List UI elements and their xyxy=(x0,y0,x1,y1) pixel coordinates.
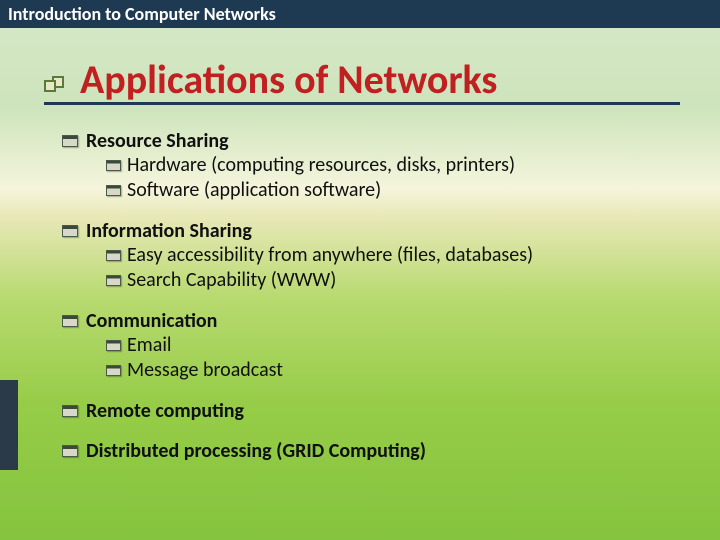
window-bullet-icon xyxy=(62,225,78,237)
topic-block: Communication Email Message broadcast xyxy=(62,309,670,383)
topic-title: Information Sharing xyxy=(86,219,252,243)
sub-text: Email xyxy=(127,333,172,358)
window-bullet-icon xyxy=(62,405,78,417)
topic-heading: Information Sharing xyxy=(62,219,670,243)
window-bullet-icon xyxy=(106,275,121,286)
window-bullet-icon xyxy=(62,315,78,327)
sub-item: Software (application software) xyxy=(106,178,670,203)
topic-block: Resource Sharing Hardware (computing res… xyxy=(62,129,670,203)
sub-item: Hardware (computing resources, disks, pr… xyxy=(106,153,670,178)
topic-title: Resource Sharing xyxy=(86,129,229,153)
window-bullet-icon xyxy=(62,135,78,147)
sub-text: Hardware (computing resources, disks, pr… xyxy=(127,153,515,178)
topic-title: Remote computing xyxy=(86,399,244,423)
topic-heading: Resource Sharing xyxy=(62,129,670,153)
slide-title: Applications of Networks xyxy=(80,60,497,100)
topic-title: Distributed processing (GRID Computing) xyxy=(86,439,426,463)
sub-text: Search Capability (WWW) xyxy=(127,268,336,293)
sub-item: Email xyxy=(106,333,670,358)
sub-text: Software (application software) xyxy=(127,178,381,203)
window-bullet-icon xyxy=(62,445,78,457)
header-bar: Introduction to Computer Networks xyxy=(0,0,720,28)
content-area: Resource Sharing Hardware (computing res… xyxy=(62,129,670,463)
overlapping-squares-icon xyxy=(44,76,66,94)
window-bullet-icon xyxy=(106,160,121,171)
header-title: Introduction to Computer Networks xyxy=(8,3,276,25)
topic-title: Communication xyxy=(86,309,217,333)
topic-heading: Communication xyxy=(62,309,670,333)
topic-block: Remote computing xyxy=(62,399,670,423)
window-bullet-icon xyxy=(106,365,121,376)
topic-heading: Distributed processing (GRID Computing) xyxy=(62,439,670,463)
window-bullet-icon xyxy=(106,185,121,196)
window-bullet-icon xyxy=(106,250,121,261)
window-bullet-icon xyxy=(106,340,121,351)
sub-text: Easy accessibility from anywhere (files,… xyxy=(127,243,533,268)
topic-block: Information Sharing Easy accessibility f… xyxy=(62,219,670,293)
sub-item: Easy accessibility from anywhere (files,… xyxy=(106,243,670,268)
left-tab-decoration xyxy=(0,380,18,470)
title-row: Applications of Networks xyxy=(44,60,680,105)
sub-item: Search Capability (WWW) xyxy=(106,268,670,293)
sub-text: Message broadcast xyxy=(127,358,283,383)
sub-item: Message broadcast xyxy=(106,358,670,383)
topic-heading: Remote computing xyxy=(62,399,670,423)
topic-block: Distributed processing (GRID Computing) xyxy=(62,439,670,463)
